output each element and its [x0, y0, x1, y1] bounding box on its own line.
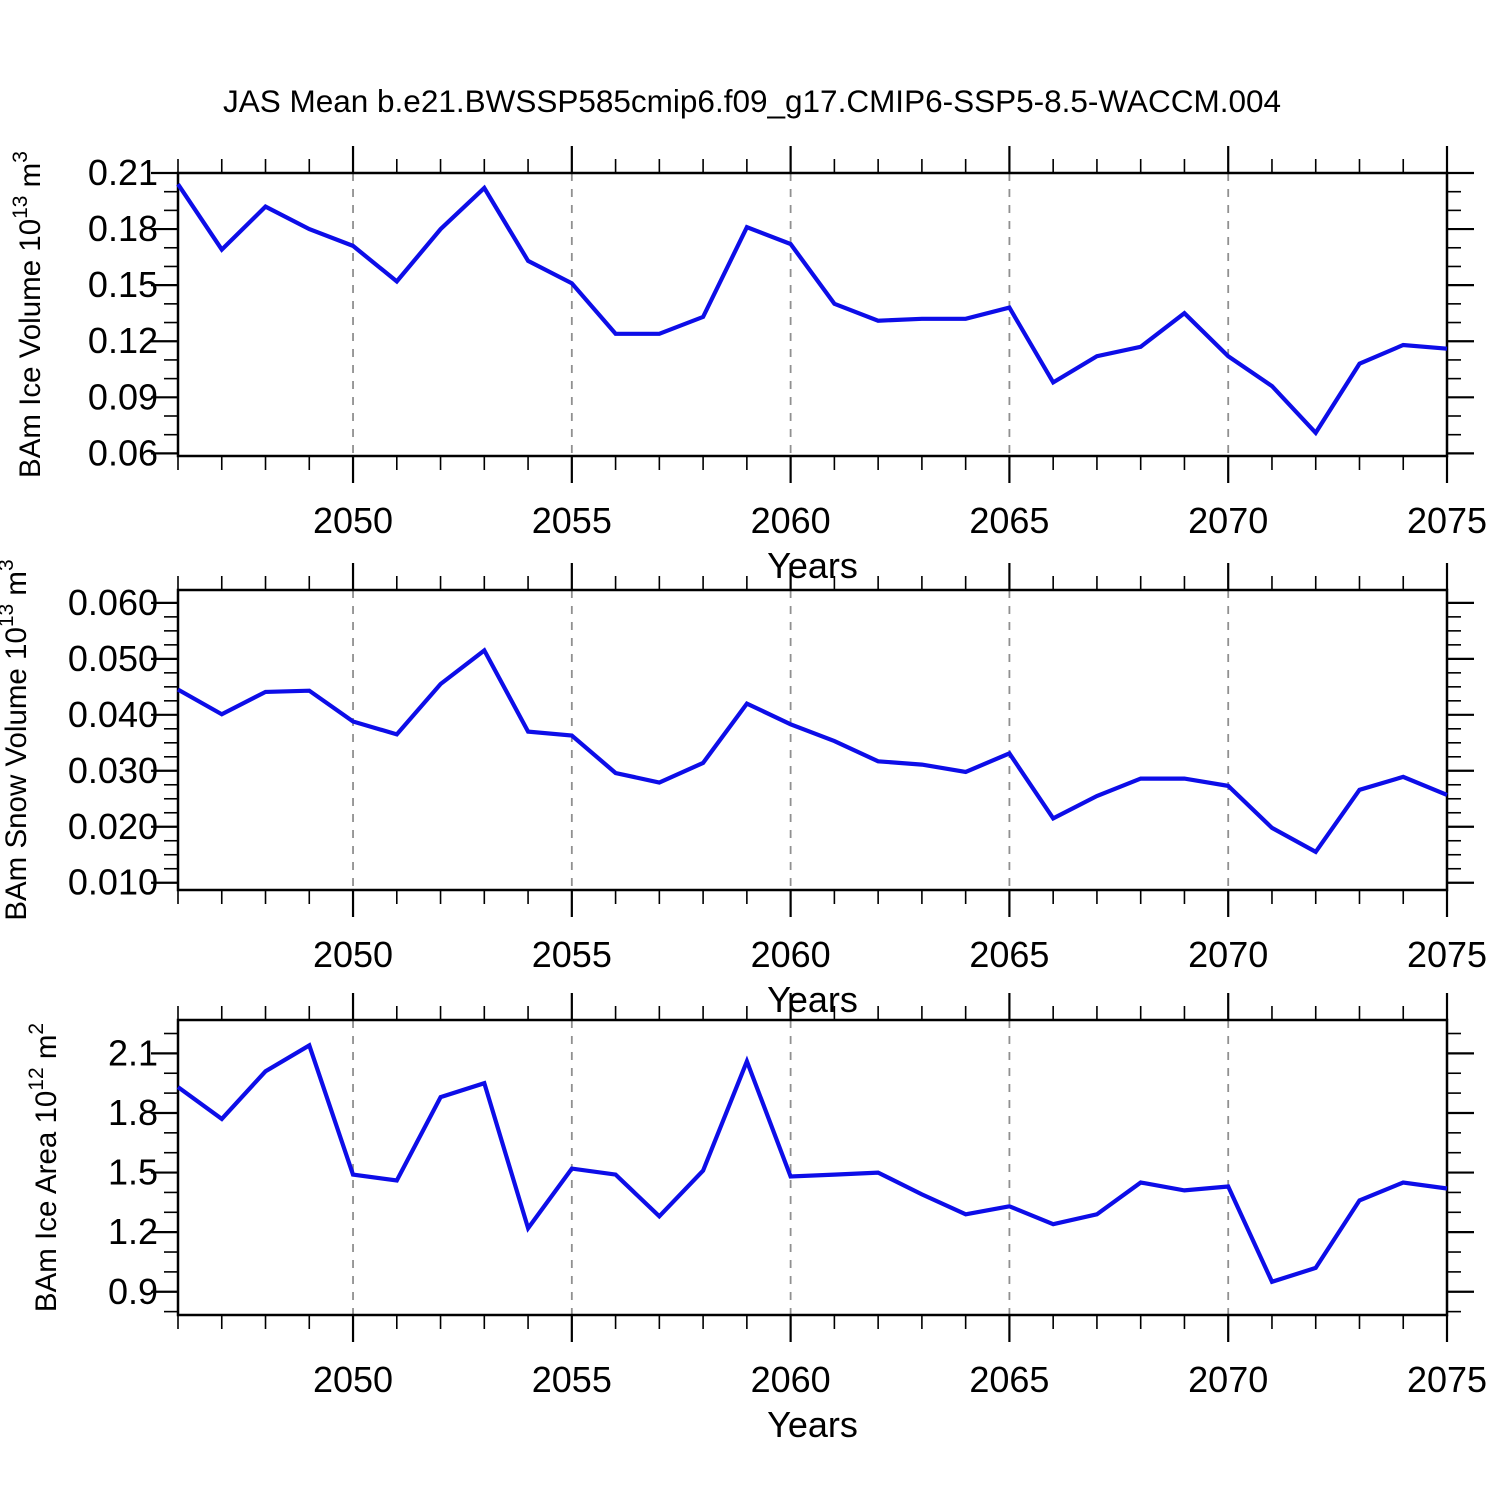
panel-2-ylabel: BAm Ice Area 1012 m2: [25, 1023, 63, 1312]
y-tick-label-0.040: 0.040: [68, 694, 158, 735]
panel-1-frame: [176, 588, 1449, 892]
panel-1-ylabel: BAm Snow Volume 1013 m3: [0, 559, 33, 920]
panel-1-y-tick-labels: 0.010 0.020 0.030 0.040 0.050 0.060: [68, 582, 158, 903]
panel-2-x-tick-labels: 2050 2055 2060 2065 2070 2075: [313, 1359, 1487, 1400]
y-tick-label-0.06: 0.06: [88, 432, 158, 473]
panel-2-data-line: [176, 1042, 1448, 1285]
panel-0-x-tick-labels: 2050 2055 2060 2065 2070 2075: [313, 500, 1487, 541]
panel-0-y-tick-labels: 0.06 0.09 0.12 0.15 0.18 0.21: [88, 152, 158, 473]
chart-panel-2: 2050 2055 2060 2065 2070 2075 0.9 1.2 1.5 1.8 2.1 Y…: [25, 993, 1487, 1445]
y-tick-label-0.09: 0.09: [88, 376, 158, 417]
x-tick-label-2055: 2055: [532, 500, 612, 541]
y-tick-label-0.18: 0.18: [88, 208, 158, 249]
x-tick-label-2065: 2065: [969, 1359, 1049, 1400]
y-tick-label-0.9: 0.9: [108, 1271, 158, 1312]
panel-0-gridlines: [352, 173, 1230, 456]
chart-panel-1: 2050 2055 2060 2065 2070 20750.0100.0200.0300…: [0, 559, 1487, 1020]
panel-2-ticks: [151, 993, 1474, 1342]
panel-0-ticks: [151, 146, 1474, 483]
panel-0-xlabel: Years: [767, 545, 858, 586]
panel-2-gridlines: [352, 1020, 1230, 1315]
y-tick-label-1.5: 1.5: [108, 1152, 158, 1193]
x-tick-label-2060: 2060: [751, 500, 831, 541]
y-tick-label-1.8: 1.8: [108, 1092, 158, 1133]
x-tick-label-2070: 2070: [1188, 1359, 1268, 1400]
x-tick-label-2075: 2075: [1407, 500, 1487, 541]
y-tick-label-1.2: 1.2: [108, 1211, 158, 1252]
y-tick-label-0.050: 0.050: [68, 638, 158, 679]
x-tick-label-2075: 2075: [1407, 934, 1487, 975]
x-tick-label-2050: 2050: [313, 1359, 393, 1400]
panel-1-xlabel: Years: [767, 979, 858, 1020]
panels-root: 2050 2055 2060 2065 2070 2075 0.06 0.09 0.12 0.15…: [0, 146, 1487, 1445]
x-tick-label-2070: 2070: [1188, 934, 1268, 975]
x-tick-label-2065: 2065: [969, 500, 1049, 541]
panel-2-xlabel: Years: [767, 1404, 858, 1445]
panel-0-ylabel: BAm Ice Volume 1013 m3: [9, 151, 47, 478]
x-tick-label-2055: 2055: [532, 934, 612, 975]
panel-1-data-line: [176, 647, 1448, 855]
x-tick-label-2060: 2060: [751, 934, 831, 975]
y-tick-label-0.010: 0.010: [68, 862, 158, 903]
x-tick-label-2050: 2050: [313, 934, 393, 975]
panel-1-gridlines: [352, 590, 1230, 890]
y-tick-label-0.12: 0.12: [88, 320, 158, 361]
y-tick-label-0.020: 0.020: [68, 806, 158, 847]
panel-1-ticks: [151, 563, 1474, 917]
chart-panel-0: 2050 2055 2060 2065 2070 2075 0.06 0.09 0.12 0.15…: [9, 146, 1487, 586]
y-tick-label-0.21: 0.21: [88, 152, 158, 193]
y-tick-label-2.1: 2.1: [108, 1032, 158, 1073]
y-tick-label-0.15: 0.15: [88, 264, 158, 305]
panel-2-frame: [176, 1018, 1449, 1317]
x-tick-label-2065: 2065: [969, 934, 1049, 975]
x-tick-label-2055: 2055: [532, 1359, 612, 1400]
panel-2-y-tick-labels: 0.9 1.2 1.5 1.8 2.1: [108, 1032, 158, 1311]
y-tick-label-0.060: 0.060: [68, 582, 158, 623]
panel-0-data-line: [176, 183, 1448, 437]
x-tick-label-2075: 2075: [1407, 1359, 1487, 1400]
x-tick-label-2060: 2060: [751, 1359, 831, 1400]
figure-title: JAS Mean b.e21.BWSSP585cmip6.f09_g17.CMI…: [223, 83, 1281, 119]
panel-1-x-tick-labels: 2050 2055 2060 2065 2070 2075: [313, 934, 1487, 975]
panel-0-frame: [176, 171, 1449, 458]
y-tick-label-0.030: 0.030: [68, 750, 158, 791]
x-tick-label-2050: 2050: [313, 500, 393, 541]
x-tick-label-2070: 2070: [1188, 500, 1268, 541]
